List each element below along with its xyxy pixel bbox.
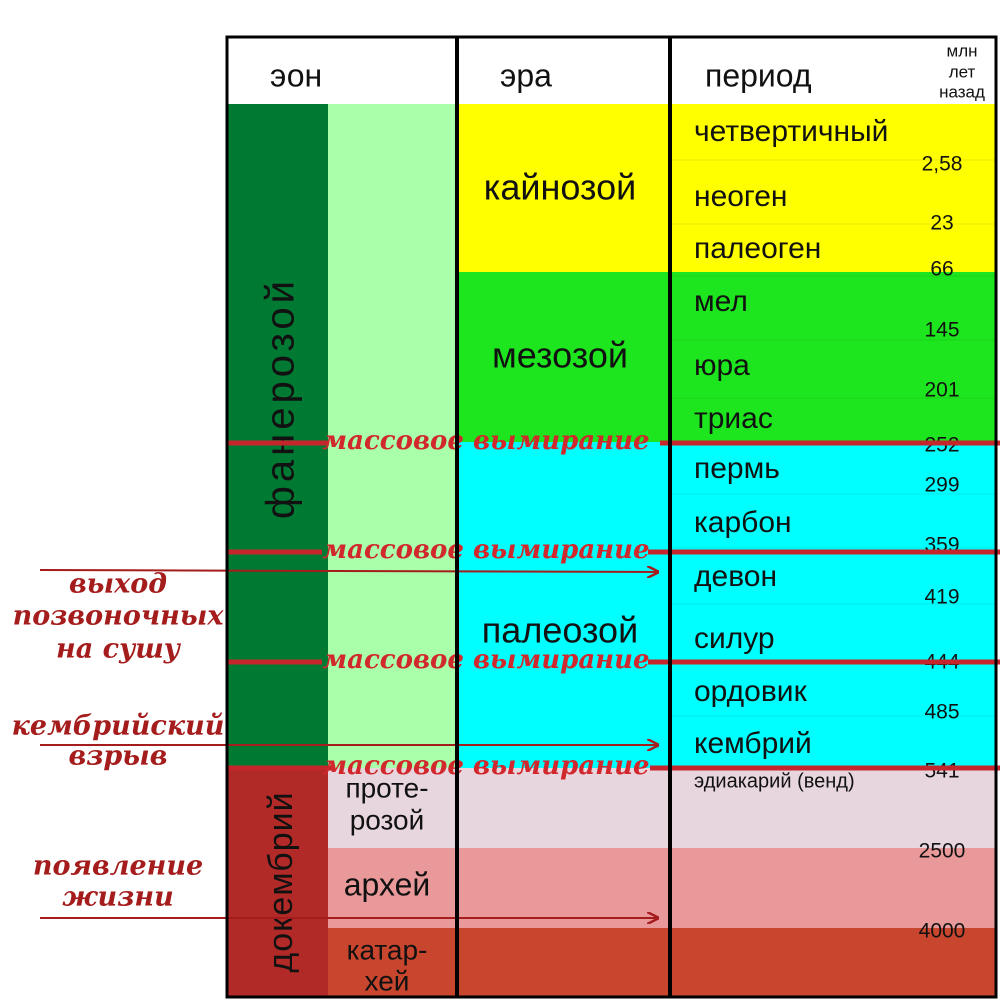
header-label: эон bbox=[270, 57, 322, 93]
period-label: эдиакарий (венд) bbox=[694, 770, 855, 792]
period-label: карбон bbox=[694, 506, 792, 539]
extinction-label: массовое вымирание bbox=[322, 535, 649, 565]
eon-label: докембрий bbox=[262, 791, 300, 972]
era-band bbox=[328, 928, 997, 997]
age-label: 2500 bbox=[919, 840, 966, 863]
annotation-label: позвоночных bbox=[13, 601, 225, 632]
period-label: силур bbox=[694, 622, 775, 655]
extinction-label: массовое вымирание bbox=[322, 426, 649, 456]
era-label: кайнозой bbox=[484, 167, 636, 208]
annotation-label: появление bbox=[33, 851, 203, 882]
annotation-label: жизни bbox=[62, 882, 173, 913]
header-label: период bbox=[705, 57, 812, 93]
frame bbox=[225, 35, 998, 999]
eon-band bbox=[226, 770, 328, 997]
period-label: триас bbox=[694, 402, 773, 435]
subeon-label: хей bbox=[365, 965, 410, 996]
age-label: 299 bbox=[924, 474, 959, 497]
age-unit: назад bbox=[939, 82, 985, 101]
eon-band bbox=[328, 104, 457, 770]
period-label: палеоген bbox=[694, 232, 821, 265]
period-label: пермь bbox=[694, 452, 780, 485]
period-label: юра bbox=[694, 349, 750, 382]
subeon-label: катар- bbox=[347, 934, 428, 965]
annotation-label: выход bbox=[69, 569, 167, 600]
annotation-arrow bbox=[39, 570, 658, 572]
era-band bbox=[328, 768, 997, 848]
annotation-label: кембрийский bbox=[12, 711, 225, 742]
era-band bbox=[457, 442, 997, 768]
age-label: 145 bbox=[924, 319, 959, 342]
subeon-label: архей bbox=[344, 866, 431, 902]
eon-band bbox=[226, 104, 328, 770]
age-unit: млн bbox=[947, 41, 978, 60]
age-label: 419 bbox=[924, 586, 959, 609]
extinction-label: массовое вымирание bbox=[322, 645, 649, 675]
era-band bbox=[328, 848, 997, 928]
subeon-label: розой bbox=[350, 804, 425, 835]
period-label: кембрий bbox=[694, 727, 812, 760]
period-label: мел bbox=[694, 285, 748, 318]
era-label: мезозой bbox=[492, 335, 628, 376]
annotation-label: на сушу bbox=[56, 634, 182, 665]
age-label: 66 bbox=[930, 258, 953, 281]
header-label: эра bbox=[500, 57, 552, 93]
age-label: 485 bbox=[924, 701, 959, 724]
period-label: девон bbox=[694, 560, 777, 593]
age-label: 541 bbox=[924, 760, 959, 783]
period-label: четвертичный bbox=[694, 115, 888, 148]
era-band bbox=[457, 272, 997, 442]
header-band bbox=[226, 36, 997, 104]
subeon-label: проте- bbox=[345, 772, 428, 803]
era-label: палеозой bbox=[482, 610, 638, 651]
period-label: ордовик bbox=[694, 675, 808, 708]
age-unit: лет bbox=[949, 62, 976, 81]
extinction-label: массовое вымирание bbox=[322, 751, 649, 781]
age-label: 2,58 bbox=[922, 153, 963, 176]
age-label: 201 bbox=[924, 379, 959, 402]
age-label: 23 bbox=[930, 212, 953, 235]
eon-label: фанерозой bbox=[259, 277, 303, 519]
era-band bbox=[457, 104, 997, 272]
age-label: 4000 bbox=[919, 920, 966, 943]
annotation-label: взрыв bbox=[68, 741, 167, 772]
period-label: неоген bbox=[694, 180, 787, 213]
